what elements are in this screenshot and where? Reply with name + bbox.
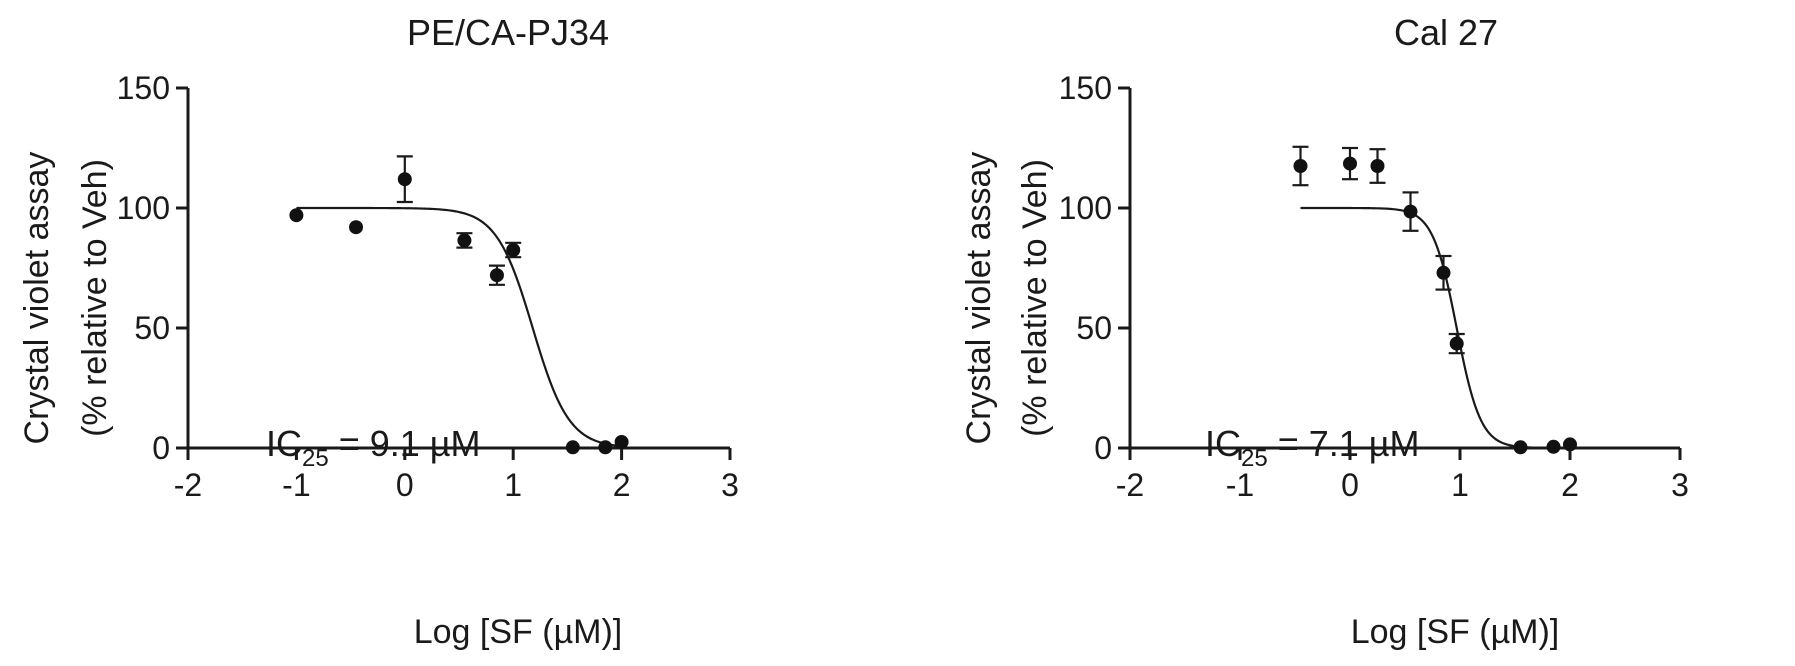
data-point [1563,437,1577,452]
ic25-annotation: IC25 = 7.1 µM [1205,423,1420,472]
x-tick-label: 0 [1341,467,1359,503]
y-tick-label: 50 [134,310,170,346]
x-tick-label: 3 [721,467,739,503]
y-axis-label: Crystal violet assay [18,152,56,445]
data-point [565,440,580,455]
data-point [1343,156,1357,171]
y-tick-label: 50 [1076,310,1112,346]
y-axis-label-line2: (% relative to Veh) [76,159,114,437]
y-tick-label: 0 [152,430,170,466]
x-tick-label: 2 [1561,467,1579,503]
data-point [1449,336,1464,351]
y-tick-label: 150 [1059,70,1112,106]
data-point [457,233,472,248]
x-tick-label: 1 [504,467,522,503]
x-tick-label: -2 [174,467,202,503]
y-tick-label: 100 [117,190,170,226]
data-point [1436,265,1451,280]
data-point [289,208,304,223]
chart-title: Cal 27 [1394,12,1498,53]
fit-curve [1300,206,1570,450]
x-tick-label: 0 [396,467,414,503]
y-tick-label: 150 [117,70,170,106]
ic-value: = 7.1 µM [1268,423,1420,464]
x-tick-label: -1 [1226,467,1254,503]
x-axis-label: Log [SF (µM)] [1351,613,1560,651]
data-point [397,172,412,187]
data-point [1293,159,1308,173]
data-point [506,243,521,257]
y-axis-label-line2: (% relative to Veh) [1016,159,1054,437]
y-tick-label: 0 [1094,430,1112,466]
chart-pe-ca-pj34: PE/CA-PJ34 Crystal violet assay (% relat… [18,12,739,651]
data-point [1513,440,1528,455]
chart-title: PE/CA-PJ34 [407,12,609,53]
data-point [489,268,504,283]
y-tick-label: 100 [1059,190,1112,226]
data-point [1403,204,1418,219]
x-tick-label: -1 [282,467,310,503]
chart-cal-27: Cal 27 Crystal violet assay (% relative … [960,12,1689,651]
y-axis-label: Crystal violet assay [960,152,998,445]
ic-prefix: IC [1205,423,1241,464]
x-axis-label: Log [SF (µM)] [414,613,623,651]
data-point [1370,159,1385,173]
fit-curve [296,206,622,448]
data-point [1546,439,1561,454]
data-point [614,435,629,449]
x-tick-label: 3 [1671,467,1689,503]
data-point [598,440,613,455]
x-tick-label: -2 [1116,467,1144,503]
x-tick-label: 1 [1451,467,1469,503]
x-tick-label: 2 [613,467,631,503]
data-point [349,220,364,235]
